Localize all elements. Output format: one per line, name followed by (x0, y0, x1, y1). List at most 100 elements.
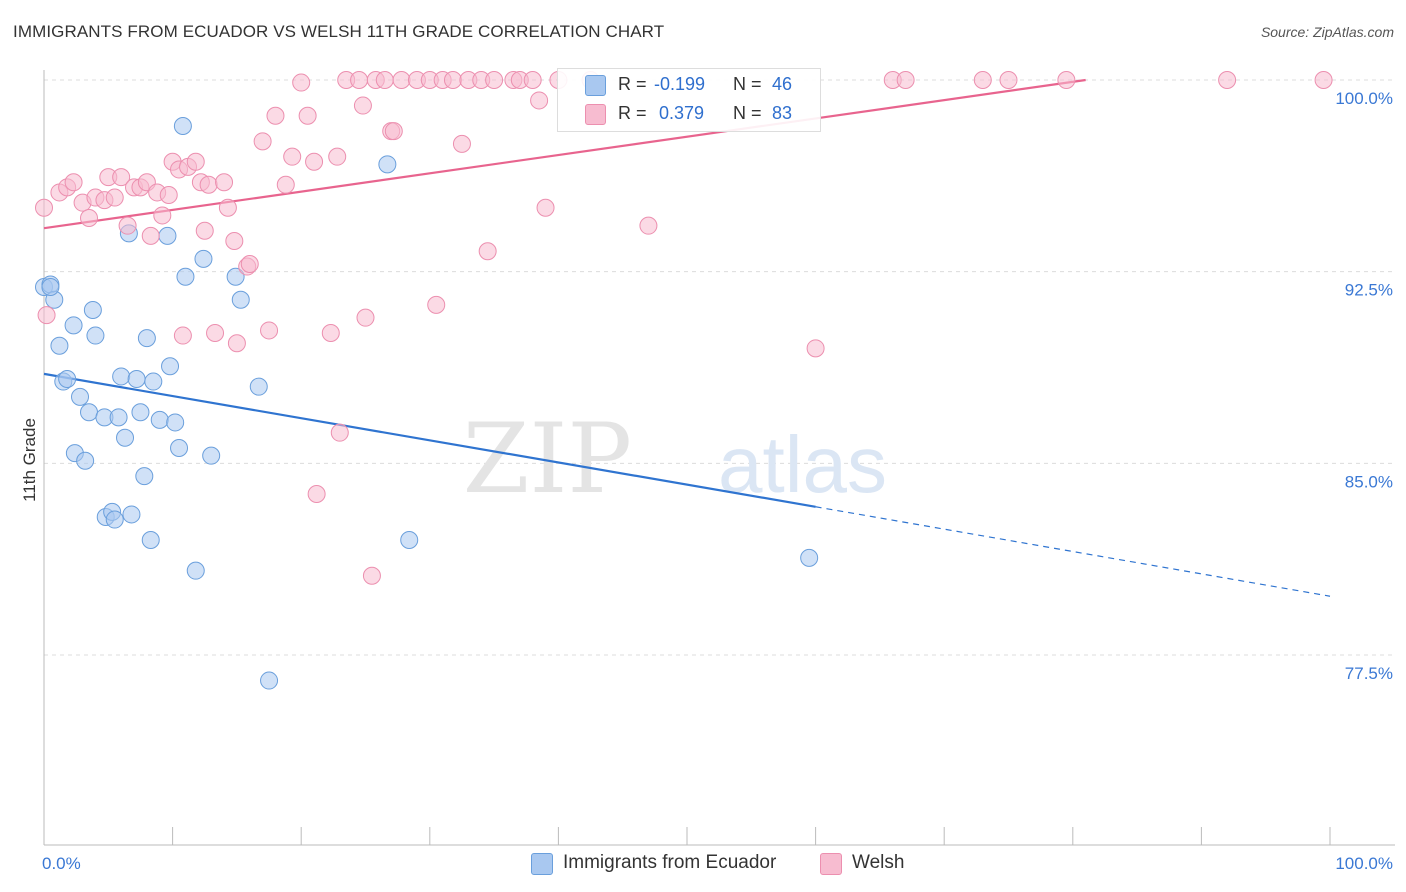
data-point (249, 377, 268, 396)
data-point (215, 173, 234, 192)
data-point (150, 410, 169, 429)
data-point (800, 548, 819, 567)
data-point (50, 336, 69, 355)
data-point (173, 117, 192, 135)
y-tick-label: 100.0% (1335, 89, 1393, 108)
chart-title: IMMIGRANTS FROM ECUADOR VS WELSH 11TH GR… (13, 22, 665, 41)
legend-row-ecuador: R = -0.199 N = 46 (558, 71, 820, 99)
y-tick-label: 77.5% (1345, 664, 1393, 683)
data-point (80, 403, 99, 422)
x-tick-label: 100.0% (1335, 854, 1393, 873)
legend-n-value: 46 (772, 74, 793, 94)
legend-r-value: -0.199 (654, 74, 706, 94)
data-point (58, 370, 77, 388)
gridlines (44, 79, 1395, 656)
data-point (536, 198, 555, 217)
data-point (298, 106, 317, 125)
legend-n-label: N = (733, 103, 762, 123)
data-point (1218, 71, 1237, 89)
data-point (158, 226, 177, 245)
data-point (1314, 71, 1333, 89)
data-point (173, 326, 192, 345)
data-point (392, 71, 411, 89)
data-point (109, 408, 128, 427)
data-point (427, 295, 446, 314)
data-point (170, 439, 189, 457)
data-point (485, 71, 504, 89)
watermark: ZIP atlas (463, 403, 887, 515)
source-label: Source: ZipAtlas.com (1260, 24, 1394, 40)
data-point (240, 255, 259, 273)
data-point (195, 221, 214, 240)
legend-label-welsh: Welsh (852, 852, 905, 873)
data-point (530, 91, 549, 110)
data-point (321, 324, 340, 342)
data-point (86, 326, 105, 345)
data-point (118, 216, 137, 235)
data-point (443, 71, 462, 89)
trend-line-welsh (43, 78, 1086, 230)
stats-legend: R = -0.199 N = 46 R = 0.379 N = 83 (557, 68, 821, 132)
data-point (186, 561, 205, 580)
legend-n-label: N = (733, 74, 762, 94)
data-point (896, 71, 915, 89)
watermark-zip: ZIP (463, 403, 632, 515)
data-point (226, 267, 245, 286)
data-point (218, 198, 237, 217)
data-point (122, 505, 141, 524)
data-point (292, 73, 311, 92)
y-tick-label: 85.0% (1345, 472, 1393, 491)
legend-row-welsh: R = 0.379 N = 83 (558, 100, 820, 128)
data-point (153, 206, 172, 225)
data-point (384, 122, 403, 141)
data-point (350, 71, 369, 89)
legend-swatch-ecuador (585, 75, 606, 96)
x-tick-label: 0.0% (42, 854, 81, 873)
data-point (112, 168, 131, 187)
data-point (105, 510, 124, 529)
data-point (283, 147, 302, 166)
data-point (127, 370, 146, 388)
data-point (199, 175, 218, 194)
data-point (141, 226, 160, 245)
data-point (400, 531, 419, 549)
data-point (135, 467, 154, 486)
data-point (159, 186, 178, 204)
data-point (206, 324, 225, 342)
data-point (202, 446, 221, 465)
legend-r-label: R = (618, 74, 647, 94)
legend-n-value: 83 (772, 103, 793, 123)
data-point (276, 175, 295, 194)
tick-labels: 77.5% 85.0% 92.5% 100.0% 0.0% 100.0% (42, 89, 1393, 873)
data-point (378, 155, 397, 174)
legend-swatch-welsh (820, 853, 842, 875)
data-point (253, 132, 272, 151)
series-ecuador-points (35, 117, 819, 690)
trend-lines (43, 78, 1331, 597)
data-points (35, 71, 1333, 690)
data-point (166, 413, 185, 432)
data-point (266, 106, 285, 125)
data-point (41, 278, 60, 296)
series-welsh-points (35, 71, 1333, 585)
data-point (141, 531, 160, 549)
trend-line-ecuador-extension (815, 506, 1331, 597)
data-point (194, 249, 213, 268)
data-point (83, 301, 102, 319)
data-point (131, 403, 150, 422)
data-point (999, 71, 1018, 89)
data-point (305, 152, 324, 171)
data-point (330, 423, 349, 442)
data-point (116, 428, 135, 447)
data-point (806, 339, 825, 358)
data-point (71, 387, 90, 406)
data-point (375, 71, 394, 89)
data-point (328, 147, 347, 166)
data-point (523, 71, 542, 89)
legend-swatch-welsh (585, 104, 606, 125)
data-point (227, 334, 246, 353)
watermark-atlas: atlas (718, 420, 887, 509)
data-point (112, 367, 131, 386)
data-point (37, 306, 56, 325)
